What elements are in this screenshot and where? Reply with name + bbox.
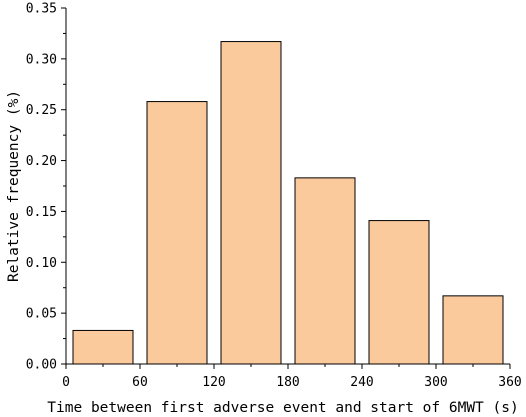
x-tick-label: 60 bbox=[132, 375, 148, 390]
x-tick-label: 0 bbox=[62, 375, 70, 390]
y-tick-label: 0.30 bbox=[26, 52, 57, 67]
bar-240-300 bbox=[368, 220, 430, 365]
y-axis-title: Relative frequency (%) bbox=[6, 90, 22, 282]
y-tick-label: 0.15 bbox=[26, 205, 57, 220]
y-tick-label: 0.00 bbox=[26, 358, 57, 373]
bars-group bbox=[72, 41, 504, 365]
x-tick-label: 180 bbox=[276, 375, 299, 390]
bar-300-360 bbox=[442, 295, 504, 365]
x-tick-label: 300 bbox=[424, 375, 447, 390]
x-axis-title: Time between first adverse event and sta… bbox=[47, 400, 518, 416]
bar-60-120 bbox=[146, 101, 208, 365]
y-tick-label: 0.25 bbox=[26, 103, 57, 118]
bar-120-180 bbox=[220, 41, 282, 365]
x-tick-label: 360 bbox=[498, 375, 521, 390]
y-tick-label: 0.05 bbox=[26, 307, 57, 322]
bar-180-240 bbox=[294, 177, 356, 365]
x-tick-label: 240 bbox=[350, 375, 373, 390]
x-tick-label: 120 bbox=[202, 375, 225, 390]
y-tick-label: 0.10 bbox=[26, 256, 57, 271]
bar-0-60 bbox=[72, 329, 134, 365]
y-tick-label: 0.35 bbox=[26, 2, 57, 17]
y-tick-label: 0.20 bbox=[26, 154, 57, 169]
x-ticks-group: 0 60 120 180 240 300 360 bbox=[62, 364, 522, 390]
y-ticks-group: 0.00 0.05 0.10 0.15 0.20 0.25 0.30 0.35 bbox=[26, 2, 66, 373]
